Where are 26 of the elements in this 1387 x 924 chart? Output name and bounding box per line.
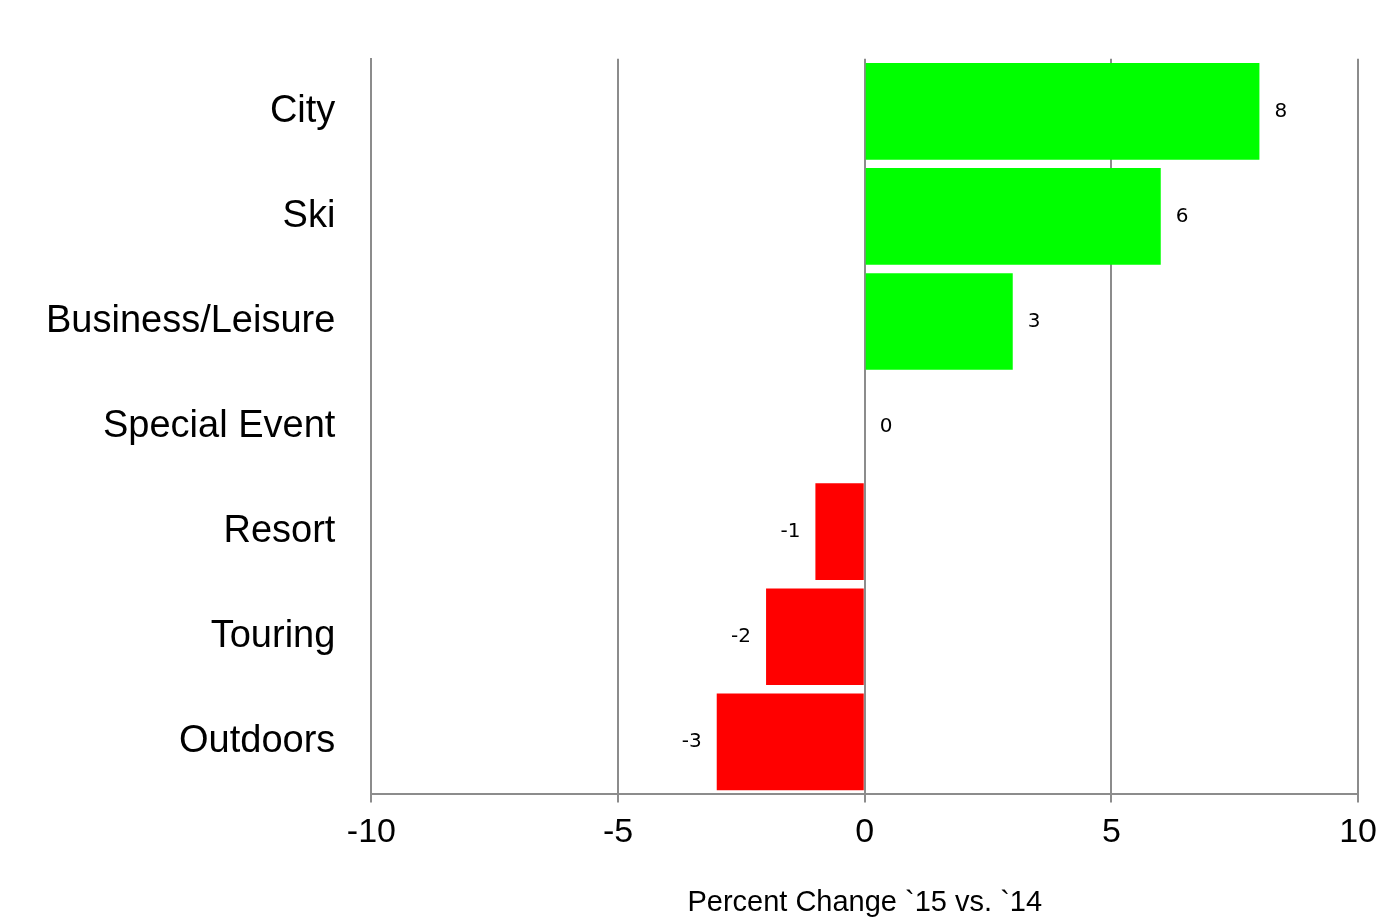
bar [766, 588, 864, 686]
bar [865, 63, 1260, 160]
y-tick-label: City [269, 87, 336, 130]
data-label: 6 [1175, 202, 1189, 227]
bar [815, 483, 864, 581]
data-label: -2 [731, 622, 752, 647]
x-tick-label: 0 [855, 811, 875, 850]
y-tick-label: Special Event [103, 403, 336, 446]
x-tick-label: -5 [602, 811, 634, 850]
y-tick-label: Ski [282, 192, 336, 235]
data-label: -1 [780, 517, 801, 542]
y-tick-label: Business/Leisure [45, 298, 336, 340]
y-tick-label: Resort [223, 508, 336, 551]
x-tick-label: 5 [1101, 811, 1121, 850]
x-tick-label: 10 [1339, 811, 1377, 850]
y-tick-label: Outdoors [179, 718, 336, 761]
bar [716, 693, 864, 791]
bar [865, 168, 1161, 265]
bar [865, 273, 1013, 370]
y-tick-label: Touring [210, 613, 336, 656]
x-axis-title: Percent Change `15 vs. `14 [687, 884, 1043, 917]
data-label: 8 [1274, 97, 1288, 122]
data-label: -3 [681, 728, 702, 753]
data-label: 0 [879, 412, 893, 437]
x-tick-label: -10 [346, 811, 396, 850]
data-label: 3 [1027, 307, 1041, 332]
